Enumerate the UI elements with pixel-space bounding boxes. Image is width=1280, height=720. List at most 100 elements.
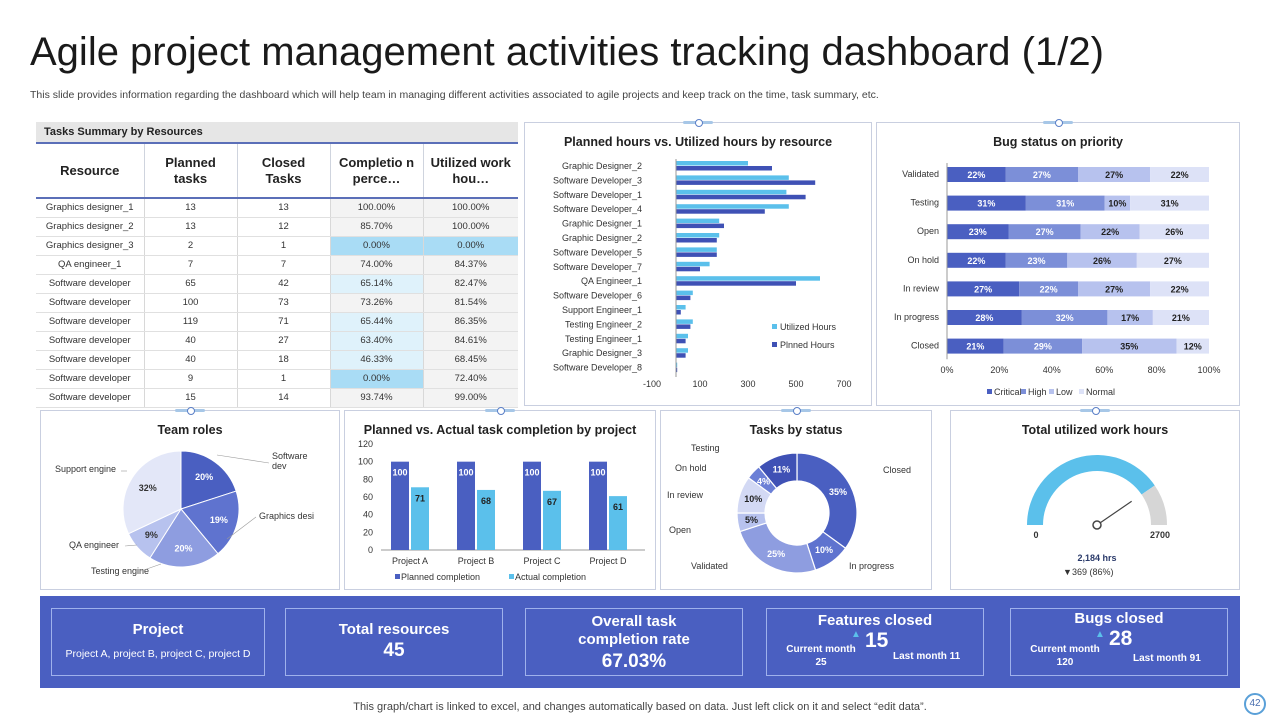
x-tick-label: -100 <box>643 379 661 389</box>
bar-segment <box>947 167 1006 182</box>
hours-chart: Graphic Designer_2 Software Developer_3 So… <box>553 159 852 389</box>
donut-slice <box>796 452 858 550</box>
bar-segment <box>1176 338 1209 354</box>
table-cell: 100.00% <box>423 217 518 237</box>
bar <box>391 461 409 550</box>
data-label: 31% <box>1056 199 1074 209</box>
data-label: 27% <box>974 284 992 294</box>
hours-chart-panel: Planned hours vs. Utilized hours by reso… <box>524 119 872 406</box>
table-cell: 2 <box>144 236 238 256</box>
legend-label: Planned completion <box>401 572 480 582</box>
bar <box>676 233 720 238</box>
bar-segment <box>1130 195 1209 211</box>
kpi-completion-title: Overall task completion rate <box>578 613 690 648</box>
panel-marker <box>781 407 811 415</box>
table-row: Software developer 119 71 65.44% 86.35% <box>36 312 518 332</box>
y-tick-label: On hold <box>907 255 939 265</box>
table-row: Graphics designer_1 13 13 100.00% 100.00% <box>36 198 518 218</box>
pie-slice <box>180 490 240 555</box>
bar-segment <box>1025 195 1105 211</box>
table-cell: 71 <box>237 312 331 332</box>
kpi-features-last: Last month 11 <box>893 651 961 662</box>
legend-label: Low <box>1056 387 1073 397</box>
bar-segment <box>947 338 1004 354</box>
bar <box>676 252 717 257</box>
bar <box>676 161 748 166</box>
kpi-resources-value: 45 <box>383 640 405 661</box>
donut-label: Open <box>669 525 691 535</box>
table-cell: 84.37% <box>423 255 518 275</box>
table-cell: 100.00% <box>330 198 424 218</box>
x-tick-label: 20% <box>990 365 1008 375</box>
team-roles-chart: 20% 19% 20% 9% 32% Software dev Graphics desi Te… <box>55 450 314 576</box>
bar <box>676 310 681 315</box>
bar-segment <box>947 195 1026 211</box>
col-closed: Closed Tasks <box>237 142 331 199</box>
kpi-features-current-value: 25 <box>815 657 827 668</box>
x-tick-label: 0% <box>940 365 953 375</box>
data-label: 23% <box>969 227 987 237</box>
gauge-min-label: 0 <box>1033 530 1038 540</box>
y-tick-label: In review <box>903 283 940 293</box>
legend-swatch <box>395 574 400 579</box>
table-cell: 63.40% <box>330 331 424 351</box>
table-cell: 15 <box>144 388 238 408</box>
x-tick-label: 100% <box>1197 365 1220 375</box>
bar <box>676 338 686 344</box>
bar <box>676 348 688 353</box>
kpi-project-title: Project <box>132 621 184 638</box>
data-label: 23% <box>1028 256 1046 266</box>
legend-label: Utilized Hours <box>780 322 837 332</box>
data-label: 25% <box>767 549 785 559</box>
bar <box>676 353 686 358</box>
bar <box>676 189 787 195</box>
pie-label: QA engineer <box>69 540 119 550</box>
data-label: 35% <box>1120 342 1138 352</box>
data-label: 22% <box>967 256 985 266</box>
tasks-table: Resource Planned tasks Closed Tasks Comp… <box>36 142 518 408</box>
kpi-resources: Total resources 45 <box>285 608 503 676</box>
table-cell: 72.40% <box>423 369 518 389</box>
bar-segment <box>1019 281 1078 297</box>
legend-swatch <box>1049 389 1054 394</box>
table-cell: 0.00% <box>423 236 518 256</box>
kpi-resources-title: Total resources <box>338 621 450 638</box>
table-row: Software developer 40 18 46.33% 68.45% <box>36 350 518 370</box>
pie-slice <box>180 450 237 510</box>
table-cell: 9 <box>144 369 238 389</box>
data-label: 20% <box>174 543 192 553</box>
table-cell: 14 <box>237 388 331 408</box>
x-tick-label: Project B <box>458 556 495 566</box>
footer-note: This graph/chart is linked to excel, and… <box>353 701 927 713</box>
kpi-band: Project Project A, project B, project C,… <box>40 596 1240 688</box>
x-tick-label: 700 <box>836 379 851 389</box>
table-cell: 13 <box>237 198 331 218</box>
legend-label: Plnned Hours <box>780 340 835 350</box>
data-label: 19% <box>210 515 228 525</box>
col-resource: Resource <box>36 142 145 199</box>
table-cell: 12 <box>237 217 331 237</box>
up-arrow-icon: ▲ <box>851 629 861 640</box>
table-cell: Graphics designer_1 <box>36 198 145 218</box>
kpi-features-current-label: Current month <box>786 644 856 655</box>
data-label: 29% <box>1034 342 1052 352</box>
data-label: 22% <box>1171 284 1189 294</box>
table-cell: Software developer <box>36 274 145 294</box>
data-label: 22% <box>967 170 985 180</box>
kpi-project-value: Project A, project B, project C, project… <box>65 648 251 660</box>
table-cell: Software developer <box>36 312 145 332</box>
data-label: 27% <box>1033 170 1051 180</box>
up-arrow-icon: ▲ <box>1095 629 1105 640</box>
table-cell: 86.35% <box>423 312 518 332</box>
kpi-bugs-value: 28 <box>1109 627 1133 650</box>
gauge-hub <box>1092 520 1102 530</box>
gauge-max-label: 2700 <box>1150 530 1170 540</box>
bar-segment <box>947 224 1009 240</box>
bar <box>543 490 561 550</box>
data-label: 21% <box>1172 313 1190 323</box>
bar <box>676 166 772 171</box>
table-row: Software developer 15 14 93.74% 99.00% <box>36 388 518 408</box>
donut-label: Closed <box>883 465 911 475</box>
bar-segment <box>1021 310 1108 325</box>
bar <box>676 367 678 373</box>
